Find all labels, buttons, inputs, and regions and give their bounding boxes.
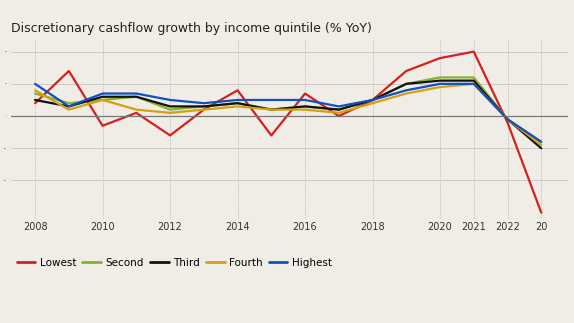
Legend: Lowest, Second, Third, Fourth, Highest: Lowest, Second, Third, Fourth, Highest (17, 258, 332, 268)
Text: Discretionary cashflow growth by income quintile (% YoY): Discretionary cashflow growth by income … (11, 22, 373, 35)
